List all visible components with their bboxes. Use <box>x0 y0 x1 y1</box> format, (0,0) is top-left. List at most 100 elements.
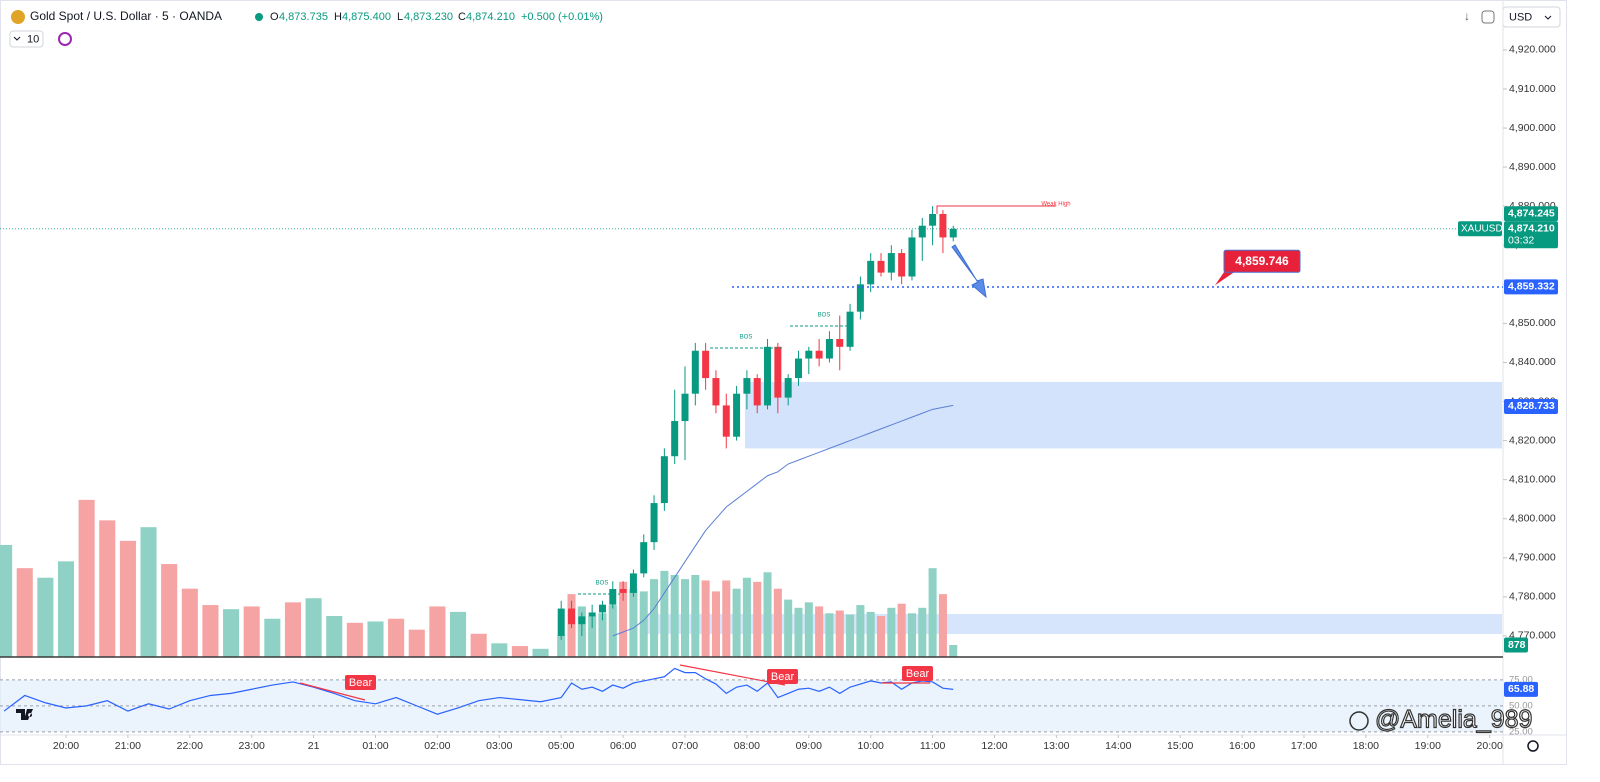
volume-bar <box>897 603 906 657</box>
volume-bar <box>691 575 700 657</box>
candle-body <box>733 393 741 437</box>
settings-icon[interactable] <box>1527 740 1539 752</box>
ohlc-value: 4,874.210 <box>466 11 515 23</box>
volume-bar <box>140 527 157 657</box>
volume-bar <box>825 613 834 657</box>
indicator-count: 10 <box>27 33 39 45</box>
replay-icon[interactable] <box>58 32 72 46</box>
candle-body <box>568 608 576 625</box>
y-tick-label: 4,800.000 <box>1509 512 1556 524</box>
volume-bar <box>650 579 659 657</box>
candle-body <box>753 378 761 406</box>
rsi-tick-label: 25.00 <box>1509 726 1533 737</box>
volume-bar <box>243 606 260 657</box>
volume-bar <box>429 606 446 657</box>
indicator-toggle[interactable] <box>9 30 44 48</box>
volume-bar <box>181 588 198 657</box>
ohlc-key: L <box>397 11 403 23</box>
bos-label: BOS <box>596 581 609 587</box>
volume-bar <box>119 540 136 657</box>
volume-bar <box>670 575 679 657</box>
y-tick-label: 4,810.000 <box>1509 473 1556 485</box>
order-block <box>745 381 1502 449</box>
bos-label: BOS <box>740 335 753 341</box>
ohlc-key: C <box>458 11 466 23</box>
sync-icon[interactable] <box>1481 10 1495 24</box>
candle-body <box>846 311 854 347</box>
price-tag <box>1504 221 1558 249</box>
target-callout: 4,859.746 <box>1215 249 1301 286</box>
candle-body <box>619 589 627 593</box>
x-tick-label: 21 <box>308 740 320 752</box>
volume-tag-label: 878 <box>1508 639 1526 651</box>
candle-body <box>929 213 937 226</box>
candle-body <box>867 260 875 285</box>
ohlc-value: 4,873.735 <box>279 11 328 23</box>
volume-bar <box>619 581 628 657</box>
ohlc-key: O <box>270 11 279 23</box>
x-tick-label: 07:00 <box>672 740 698 752</box>
volume-bar <box>732 588 741 657</box>
bear-badge <box>767 669 798 684</box>
volume-bar <box>326 616 343 657</box>
bear-badge <box>902 666 933 681</box>
candle-body <box>588 612 596 617</box>
x-tick-label: 22:00 <box>177 740 203 752</box>
x-tick-label: 15:00 <box>1167 740 1193 752</box>
volume-bar <box>866 611 875 657</box>
candle-body <box>794 358 802 379</box>
volume-bar <box>598 613 607 657</box>
volume-bar <box>305 598 322 657</box>
down-arrow <box>951 244 987 299</box>
price-tag <box>1504 279 1558 295</box>
volume-bar <box>938 594 947 657</box>
candle-body <box>722 405 730 437</box>
candle-body <box>887 253 895 273</box>
price-tag-label: 4,874.210 <box>1508 223 1555 235</box>
y-tick-label: 4,780.000 <box>1509 591 1556 603</box>
x-tick-label: 11:00 <box>920 740 946 752</box>
front-layer: 20:00 21:00 22:00 23:00 21 01:00 02:00 03:00 05:… <box>3 44 1558 752</box>
volume-bar <box>846 614 855 657</box>
x-tick-label: 18:00 <box>1353 740 1379 752</box>
volume-bar <box>711 591 720 657</box>
y-tick-label: 4,820.000 <box>1509 434 1556 446</box>
candle-body <box>691 350 699 394</box>
y-tick-label: 4,790.000 <box>1509 552 1556 564</box>
x-tick-label: 03:00 <box>486 740 512 752</box>
candle-body <box>702 350 710 379</box>
price-tag <box>1504 398 1558 414</box>
bear-badge <box>345 675 376 690</box>
volume-bar <box>388 618 405 657</box>
rsi-tag-label: 65.88 <box>1508 683 1534 695</box>
volume-bar <box>887 607 896 657</box>
x-tick-label: 02:00 <box>424 740 450 752</box>
x-tick-label: 06:00 <box>610 740 636 752</box>
x-tick-label: 05:00 <box>548 740 574 752</box>
ohlc-key: H <box>334 11 342 23</box>
volume-bar <box>856 605 865 657</box>
candle-body <box>774 346 782 398</box>
y-tick-label: 4,840.000 <box>1509 356 1556 368</box>
moving-average <box>612 404 954 637</box>
volume-bar <box>660 570 669 657</box>
x-tick-label: 23:00 <box>239 740 265 752</box>
symbol-tag <box>1458 221 1502 237</box>
volume-bar <box>16 568 33 657</box>
volume-bar <box>629 588 638 657</box>
volume-bar <box>907 613 916 657</box>
candle-body <box>629 573 637 593</box>
y-tick-label: 4,920.000 <box>1509 44 1556 56</box>
volume-bar <box>284 602 302 657</box>
ohlc-value: 4,875.400 <box>342 11 391 23</box>
volume-bar <box>804 602 813 657</box>
chevron <box>13 36 21 41</box>
volume-bar <box>470 633 487 657</box>
volume-bar <box>78 499 95 657</box>
price-tag <box>1504 206 1558 222</box>
rsi-tick-label: 75.00 <box>1509 674 1533 685</box>
candle-body <box>764 346 772 406</box>
candle-body <box>712 378 720 406</box>
download-icon[interactable]: ↓ <box>1464 9 1470 23</box>
